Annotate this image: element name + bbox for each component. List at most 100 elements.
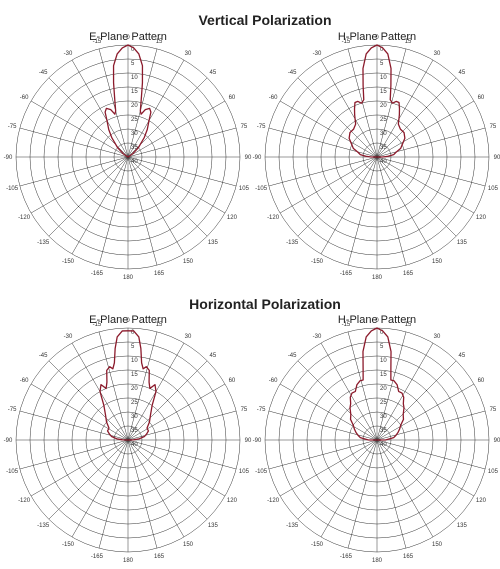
grid-spoke bbox=[127, 156, 185, 255]
radial-tick-label: 40 bbox=[380, 159, 387, 165]
angle-tick-label: -150 bbox=[311, 259, 324, 265]
grid-spoke bbox=[297, 360, 378, 441]
grid-spoke bbox=[127, 410, 237, 441]
angle-tick-label: 75 bbox=[490, 124, 497, 130]
angle-tick-label: -135 bbox=[37, 240, 50, 246]
radial-tick-label: 30 bbox=[131, 131, 138, 137]
grid-spoke bbox=[347, 439, 378, 549]
grid-spoke bbox=[127, 383, 226, 441]
angle-tick-label: -45 bbox=[288, 70, 297, 76]
angle-tick-label: 150 bbox=[432, 542, 443, 548]
angle-tick-label: 30 bbox=[185, 334, 192, 340]
grid-spoke bbox=[347, 48, 378, 158]
grid-spoke bbox=[376, 439, 407, 549]
radial-tick-label: 35 bbox=[380, 428, 387, 434]
grid-spoke bbox=[127, 59, 185, 158]
grid-spoke bbox=[320, 59, 378, 158]
pattern-trace bbox=[348, 44, 406, 158]
angle-tick-label: 120 bbox=[227, 215, 238, 221]
polar-plot-vertical-h-plane: H-Plane Pattern 015304560759010512013515… bbox=[253, 31, 500, 281]
radial-tick-label: 35 bbox=[131, 145, 138, 151]
angle-tick-label: 45 bbox=[210, 70, 217, 76]
angle-tick-label: 180 bbox=[123, 275, 134, 281]
plot-title-horizontal-h-plane: H-Plane Pattern bbox=[338, 314, 416, 326]
plot-title-vertical-h-plane: H-Plane Pattern bbox=[338, 31, 416, 43]
grid-spoke bbox=[376, 439, 475, 497]
angle-tick-label: 180 bbox=[372, 275, 383, 281]
angle-tick-label: 180 bbox=[372, 558, 383, 564]
radial-tick-label: 10 bbox=[380, 358, 387, 364]
radial-tick-label: 5 bbox=[380, 344, 384, 350]
grid-spoke bbox=[127, 439, 208, 520]
grid-spoke bbox=[347, 331, 378, 441]
grid-spoke bbox=[376, 48, 407, 158]
grid-spoke bbox=[127, 360, 208, 441]
radial-tick-label: 25 bbox=[380, 117, 387, 123]
radial-tick-label: 30 bbox=[131, 414, 138, 420]
grid-spoke bbox=[376, 100, 475, 158]
angle-tick-label: -90 bbox=[4, 438, 13, 444]
polar-plot-horizontal-e-plane: E-Plane Pattern 015304560759010512013515… bbox=[4, 314, 252, 564]
angle-tick-label: 120 bbox=[476, 498, 487, 504]
angle-tick-label: 0 bbox=[126, 35, 130, 41]
grid-spoke bbox=[268, 127, 378, 158]
grid-spoke bbox=[71, 439, 129, 538]
angle-tick-label: -75 bbox=[8, 124, 17, 130]
grid-spoke bbox=[71, 59, 129, 158]
angle-tick-label: 135 bbox=[208, 523, 219, 529]
angle-tick-label: 45 bbox=[210, 353, 217, 359]
angle-tick-label: 0 bbox=[375, 318, 379, 324]
grid-spoke bbox=[268, 156, 378, 187]
radial-tick-label: 0 bbox=[380, 330, 384, 336]
angle-tick-label: -15 bbox=[342, 322, 351, 328]
angle-tick-label: -165 bbox=[91, 271, 104, 277]
angle-tick-label: -135 bbox=[37, 523, 50, 529]
angle-tick-label: -165 bbox=[340, 271, 353, 277]
angle-tick-label: 75 bbox=[490, 407, 497, 413]
angle-tick-label: -75 bbox=[257, 407, 266, 413]
section-title-horizontal: Horizontal Polarization bbox=[189, 296, 341, 312]
angle-tick-label: -90 bbox=[253, 438, 262, 444]
angle-tick-label: -105 bbox=[255, 186, 268, 192]
angle-tick-label: -165 bbox=[91, 554, 104, 560]
section-title-vertical: Vertical Polarization bbox=[198, 12, 331, 28]
grid-spoke bbox=[376, 156, 407, 266]
radial-tick-label: 20 bbox=[380, 103, 387, 109]
angle-tick-label: 135 bbox=[457, 240, 468, 246]
angle-tick-label: 120 bbox=[476, 215, 487, 221]
grid-spoke bbox=[30, 439, 129, 497]
grid-spoke bbox=[98, 331, 129, 441]
grid-spoke bbox=[347, 156, 378, 266]
radial-tick-label: 15 bbox=[380, 89, 387, 95]
angle-tick-label: -60 bbox=[20, 95, 29, 101]
grid-spoke bbox=[19, 410, 129, 441]
angle-tick-label: -105 bbox=[255, 469, 268, 475]
grid-spoke bbox=[376, 156, 457, 237]
radial-tick-label: 25 bbox=[131, 117, 138, 123]
plot-title-horizontal-e-plane: E-Plane Pattern bbox=[89, 314, 167, 326]
angle-tick-label: 75 bbox=[241, 407, 248, 413]
grid-spoke bbox=[376, 383, 475, 441]
grid-spoke bbox=[297, 77, 378, 158]
grid-spoke bbox=[48, 360, 129, 441]
angle-tick-label: 30 bbox=[434, 51, 441, 57]
radial-tick-label: 15 bbox=[380, 372, 387, 378]
angle-tick-label: -120 bbox=[18, 215, 31, 221]
angle-tick-label: -90 bbox=[253, 155, 262, 161]
angle-tick-label: -105 bbox=[6, 469, 19, 475]
angle-tick-label: 45 bbox=[459, 70, 466, 76]
grid-spoke bbox=[279, 383, 378, 441]
radial-tick-label: 0 bbox=[131, 47, 135, 53]
grid-spoke bbox=[279, 439, 378, 497]
pattern-trace bbox=[349, 327, 405, 441]
grid-spoke bbox=[268, 410, 378, 441]
polar-plot-horizontal-h-plane: H-Plane Pattern 015304560759010512013515… bbox=[253, 314, 500, 564]
pattern-trace bbox=[104, 44, 152, 158]
radial-tick-label: 40 bbox=[131, 442, 138, 448]
angle-tick-label: -30 bbox=[64, 51, 73, 57]
grid-spoke bbox=[127, 100, 226, 158]
grid-spoke bbox=[268, 439, 378, 470]
angle-tick-label: 165 bbox=[403, 271, 414, 277]
angle-tick-label: 30 bbox=[434, 334, 441, 340]
